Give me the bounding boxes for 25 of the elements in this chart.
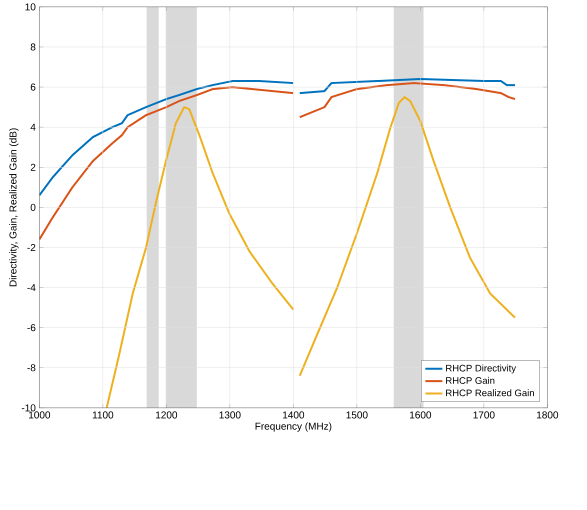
y-tick-label: 2 [30, 164, 36, 171]
x-tick-label: 1300 [220, 411, 241, 418]
x-tick-label: 1000 [29, 411, 50, 418]
x-tick-label: 1400 [283, 411, 304, 418]
x-tick-label: 1100 [92, 411, 114, 418]
x-axis-title: Frequency (MHz) [256, 422, 332, 432]
y-tick-label: 0 [30, 204, 36, 211]
x-tick-label: 1700 [474, 411, 495, 418]
y-tick-label: 6 [30, 83, 36, 91]
legend-label: RHCP Directivity [446, 364, 516, 374]
x-tick-label: 1600 [410, 411, 432, 418]
y-tick-label: 10 [25, 3, 36, 10]
x-tick-label: 1800 [537, 411, 558, 418]
y-tick-label: 4 [30, 124, 36, 131]
legend-label: RHCP Gain [446, 376, 494, 384]
y-tick-label: -2 [27, 244, 36, 251]
y-tick-label: -6 [27, 324, 36, 332]
y-tick-label: 8 [30, 43, 36, 50]
x-tick-label: 1200 [156, 411, 178, 418]
y-axis-title: Directivity, Gain, Realized Gain (dB) [9, 128, 19, 286]
y-tick-label: -4 [27, 284, 36, 291]
legend-label: RHCP Realized Gain [446, 389, 534, 396]
x-tick-label: 1500 [346, 411, 368, 418]
y-tick-label: -8 [27, 364, 36, 372]
y-tick-label: -10 [22, 404, 36, 412]
